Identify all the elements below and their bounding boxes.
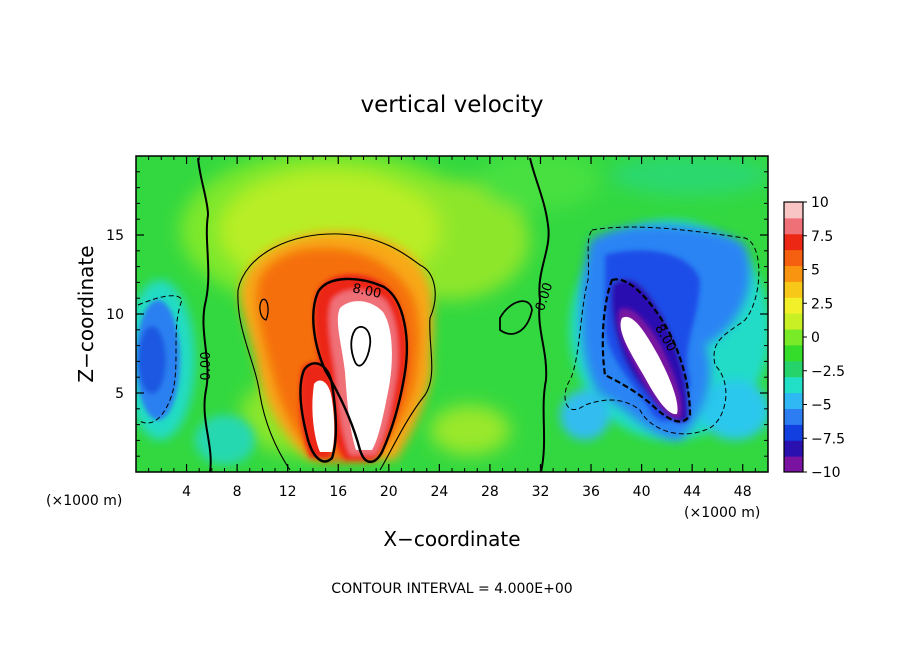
colorbar: 10 7.5 5 2.5 0 −2.5 −5 −7.5 −10 xyxy=(783,195,845,481)
colorbar-swatch xyxy=(784,344,803,362)
contour-interval-note: CONTOUR INTERVAL = 4.000E+00 xyxy=(331,581,572,597)
x-axis-unit-right: (×1000 m) xyxy=(684,505,760,521)
colorbar-swatch xyxy=(784,392,803,409)
colorbar-swatch xyxy=(784,360,803,378)
x-tick-label: 36 xyxy=(582,484,600,500)
colorbar-tick-label: 0 xyxy=(811,330,820,346)
colorbar-swatch xyxy=(784,408,803,425)
y-tick-label: 5 xyxy=(115,386,124,402)
colorbar-tick-label: −7.5 xyxy=(811,431,845,447)
y-axis: 5 10 15 xyxy=(106,171,768,457)
x-axis-title: X−coordinate xyxy=(383,527,520,551)
x-tick-label: 4 xyxy=(182,484,191,500)
x-tick-label: 40 xyxy=(633,484,651,500)
colorbar-tick-label: −5 xyxy=(811,398,832,414)
x-tick-label: 8 xyxy=(233,484,242,500)
colorbar-swatch xyxy=(784,376,803,394)
x-tick-label: 24 xyxy=(430,484,448,500)
colorbar-swatch xyxy=(784,202,803,219)
colorbar-tick-label: −10 xyxy=(811,465,841,481)
colorbar-tick-label: −2.5 xyxy=(811,364,845,380)
x-tick-label: 20 xyxy=(380,484,398,500)
colorbar-tick-label: 7.5 xyxy=(811,229,833,245)
colorbar-swatch xyxy=(784,424,803,441)
colorbar-swatch xyxy=(784,249,803,267)
x-tick-label: 28 xyxy=(481,484,499,500)
x-axis-unit-left: (×1000 m) xyxy=(46,493,122,509)
y-axis-title: Z−coordinate xyxy=(74,245,98,382)
colorbar-swatch xyxy=(784,329,803,346)
colorbar-tick-label: 2.5 xyxy=(811,296,833,312)
contour-label: 8.00 xyxy=(351,281,382,302)
chart-title: vertical velocity xyxy=(361,92,544,118)
x-tick-label: 16 xyxy=(329,484,347,500)
colorbar-swatch xyxy=(784,281,803,298)
y-tick-label: 10 xyxy=(106,307,124,323)
x-tick-label: 12 xyxy=(279,484,297,500)
velocity-field xyxy=(136,156,768,472)
x-tick-label: 32 xyxy=(532,484,550,500)
x-tick-label: 48 xyxy=(734,484,752,500)
x-axis: 4 8 12 16 20 24 28 32 36 40 44 48 xyxy=(148,156,756,500)
colorbar-swatch xyxy=(784,233,803,251)
x-tick-label: 44 xyxy=(683,484,701,500)
contour-lines xyxy=(137,157,760,472)
colorbar-swatch xyxy=(784,313,803,330)
contour-label-group: 0.00 0.00 8.00 8.00 xyxy=(199,281,679,381)
colorbar-tick-label: 10 xyxy=(811,195,829,211)
contour-label: 0.00 xyxy=(199,352,214,381)
y-tick-label: 15 xyxy=(106,228,124,244)
colorbar-swatch xyxy=(784,265,803,282)
colorbar-swatch xyxy=(784,456,803,473)
colorbar-swatch xyxy=(784,440,803,457)
colorbar-swatch xyxy=(784,217,803,235)
colorbar-tick-label: 5 xyxy=(811,263,820,279)
colorbar-swatch xyxy=(784,297,803,314)
